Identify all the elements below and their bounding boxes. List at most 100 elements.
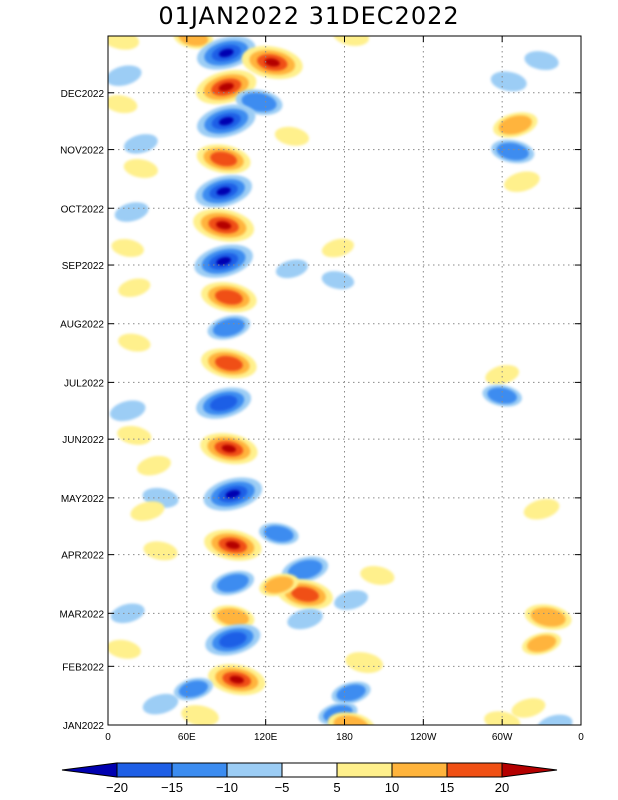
- contour-level: [118, 333, 151, 352]
- contour-level: [108, 639, 141, 659]
- anomaly-feature: [195, 175, 252, 208]
- colorbar-swatch: [116, 762, 173, 778]
- anomaly-feature: [196, 387, 252, 419]
- contour-level: [321, 238, 354, 258]
- colorbar-swatch: [281, 762, 338, 778]
- colorbar-low-arrow: [61, 762, 118, 778]
- anomaly-feature: [117, 425, 152, 445]
- y-tick-label: JUN2022: [62, 435, 104, 446]
- contour-level: [496, 142, 529, 161]
- contour-level: [345, 652, 384, 673]
- anomaly-feature: [360, 565, 395, 585]
- contour-level: [291, 586, 319, 602]
- anomaly-feature: [109, 400, 146, 422]
- contour-level: [110, 603, 145, 624]
- anomaly-feature: [123, 159, 158, 178]
- contour-level: [221, 444, 237, 453]
- contour-level: [108, 65, 142, 87]
- contour-level: [334, 590, 369, 610]
- contour-level: [524, 51, 559, 71]
- contour-level: [498, 115, 532, 135]
- anomaly-feature: [196, 144, 251, 174]
- contour-level: [487, 387, 518, 404]
- contour-level: [333, 715, 369, 725]
- contour-level: [178, 36, 209, 47]
- anomaly-feature: [142, 693, 179, 715]
- y-tick-label: AUG2022: [60, 320, 104, 331]
- anomaly-feature: [241, 45, 303, 80]
- anomaly-feature: [277, 579, 333, 610]
- anomaly-feature: [137, 455, 171, 476]
- x-axis: 0 60E 120E 180 120W 60W 0: [105, 36, 584, 743]
- contour-level: [523, 498, 560, 520]
- anomaly-feature: [334, 590, 369, 610]
- anomaly-feature: [321, 238, 354, 258]
- contour-level: [219, 631, 247, 648]
- anomaly-feature: [204, 529, 262, 561]
- contour-level: [263, 525, 294, 543]
- contour-level: [216, 257, 231, 266]
- contour-level: [225, 541, 240, 550]
- contour-level: [108, 36, 140, 50]
- y-tick-label: FEB2022: [62, 662, 104, 673]
- x-tick-label: 120E: [254, 732, 278, 743]
- contour-level: [216, 573, 249, 593]
- contour-level: [108, 95, 138, 114]
- anomaly-feature: [108, 639, 141, 659]
- anomaly-feature: [111, 238, 144, 258]
- contour-level: [214, 289, 243, 305]
- contour-level: [287, 559, 323, 580]
- anomaly-feature: [108, 65, 142, 87]
- y-tick-label: OCT2022: [61, 204, 105, 215]
- contour-level: [321, 271, 355, 290]
- y-tick-label: MAR2022: [60, 609, 105, 620]
- x-tick-label: 60E: [178, 732, 196, 743]
- contour-level: [287, 608, 323, 630]
- anomaly-feature: [196, 36, 256, 70]
- anomaly-feature: [259, 573, 299, 597]
- contour-level: [181, 705, 219, 725]
- anomaly-feature: [485, 365, 520, 385]
- anomaly-feature: [522, 632, 562, 655]
- anomaly-feature: [524, 51, 559, 71]
- contour-level: [216, 608, 249, 626]
- contour-level: [210, 151, 238, 167]
- anomaly-feature: [259, 522, 299, 545]
- x-tick-label: 180: [336, 732, 353, 743]
- colorbar-label: 20: [495, 780, 509, 795]
- anomaly-feature: [123, 134, 158, 154]
- anomaly-feature: [196, 104, 256, 138]
- contour-level: [109, 400, 146, 422]
- contour-level: [209, 395, 238, 412]
- anomaly-feature: [205, 624, 261, 656]
- anomaly-feature: [493, 112, 538, 138]
- contour-level: [218, 48, 234, 58]
- anomaly-feature: [504, 171, 540, 193]
- anomaly-feature: [193, 208, 255, 242]
- contour-level: [111, 238, 144, 258]
- colorbar-label: −10: [216, 780, 238, 795]
- contour-level: [241, 92, 277, 112]
- contour-level: [485, 365, 520, 385]
- contour-level: [216, 187, 231, 196]
- contour-level: [123, 134, 158, 154]
- contour-level: [118, 278, 151, 298]
- y-tick-label: APR2022: [61, 551, 104, 562]
- colorbar-label: 15: [440, 780, 454, 795]
- anomaly-feature: [211, 605, 255, 629]
- colorbar-label: −15: [161, 780, 183, 795]
- anomaly-feature: [274, 126, 310, 146]
- contour-level: [336, 684, 366, 702]
- anomaly-feature: [482, 384, 522, 407]
- contour-level: [264, 58, 280, 67]
- anomaly-feature: [490, 71, 527, 92]
- contour-level: [333, 36, 370, 46]
- colorbar-label: −5: [275, 780, 290, 795]
- anomaly-feature: [208, 663, 266, 696]
- chart-title: 01JAN2022 31DEC2022: [158, 2, 460, 30]
- anomaly-feature: [108, 95, 138, 114]
- y-tick-label: MAY2022: [61, 494, 105, 505]
- contour-level: [143, 541, 178, 561]
- contour-level: [130, 501, 165, 521]
